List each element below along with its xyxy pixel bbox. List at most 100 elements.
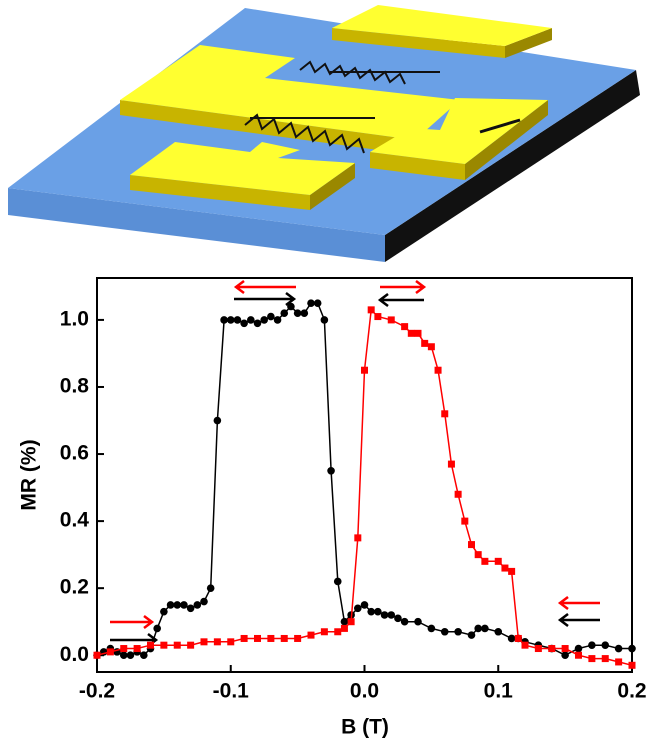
- data-point: [327, 467, 335, 475]
- data-point: [414, 617, 422, 626]
- data-point: [494, 557, 502, 565]
- data-point: [307, 631, 315, 639]
- data-point: [147, 641, 154, 649]
- data-point: [220, 316, 228, 324]
- data-point: [548, 645, 556, 653]
- data-point: [534, 645, 542, 653]
- data-point: [213, 416, 222, 425]
- data-point: [267, 312, 275, 321]
- data-point: [494, 627, 503, 636]
- data-point: [440, 627, 449, 636]
- data-point: [588, 641, 596, 649]
- data-point: [628, 661, 636, 669]
- data-point: [387, 316, 395, 324]
- data-point: [206, 584, 215, 592]
- data-point: [233, 316, 242, 324]
- data-point: [93, 651, 101, 659]
- data-point: [247, 316, 255, 324]
- data-point: [313, 299, 322, 307]
- y-tick-label: 0.6: [60, 442, 89, 465]
- data-point: [187, 641, 195, 649]
- data-point: [401, 323, 409, 331]
- x-axis-label: B (T): [341, 716, 389, 739]
- data-point: [227, 638, 235, 646]
- y-tick-label: 0.2: [60, 576, 89, 599]
- data-point: [320, 316, 329, 324]
- data-point: [447, 460, 455, 468]
- data-point: [340, 617, 349, 626]
- data-point: [561, 645, 569, 653]
- data-point: [374, 607, 382, 616]
- data-point: [454, 627, 462, 636]
- data-point: [106, 648, 114, 656]
- series-line: [96, 308, 633, 667]
- data-point: [354, 534, 362, 542]
- data-point: [474, 624, 482, 633]
- data-point: [414, 329, 422, 337]
- data-point: [615, 658, 623, 666]
- data-point: [601, 655, 609, 663]
- data-point: [273, 316, 282, 324]
- y-axis-label: MR (%): [18, 439, 41, 510]
- y-tick-label: 0.4: [60, 509, 90, 532]
- data-point: [481, 624, 489, 633]
- data-point: [434, 366, 442, 374]
- data-point: [226, 316, 235, 324]
- data-point: [521, 641, 529, 649]
- data-point: [421, 339, 429, 347]
- data-point: [501, 564, 509, 572]
- data-point: [514, 634, 522, 642]
- data-point: [160, 607, 168, 616]
- data-point: [320, 628, 328, 636]
- x-tick-label: 0.1: [484, 680, 514, 703]
- data-point: [166, 601, 175, 609]
- data-point: [260, 316, 268, 324]
- data-point: [334, 628, 342, 636]
- data-point: [361, 366, 368, 374]
- data-point: [468, 541, 475, 549]
- data-point: [367, 306, 375, 314]
- data-point: [126, 651, 135, 660]
- data-point: [374, 313, 382, 321]
- data-point: [294, 634, 302, 642]
- data-point: [507, 634, 516, 643]
- data-point: [628, 644, 636, 653]
- data-point: [454, 490, 462, 498]
- data-point: [508, 567, 516, 575]
- data-point: [287, 302, 295, 311]
- data-point: [240, 634, 248, 642]
- data-point: [293, 309, 302, 318]
- data-point: [461, 517, 469, 525]
- data-point: [200, 638, 208, 646]
- device-schematic: [8, 5, 640, 262]
- data-point: [427, 343, 435, 351]
- data-point: [253, 319, 262, 328]
- data-point: [575, 651, 582, 659]
- data-point: [133, 645, 141, 653]
- data-point: [367, 607, 375, 616]
- x-tick-label: -0.1: [213, 680, 250, 703]
- data-point: [380, 611, 389, 619]
- data-point: [354, 604, 362, 613]
- data-point: [340, 624, 348, 632]
- data-point: [387, 611, 396, 619]
- data-point: [601, 641, 610, 649]
- data-point: [180, 601, 188, 609]
- data-point: [213, 638, 221, 646]
- data-point: [561, 651, 569, 660]
- data-point: [427, 624, 436, 633]
- x-tick-label: 0.2: [617, 680, 646, 703]
- data-point: [120, 645, 128, 653]
- data-point: [333, 577, 342, 586]
- data-point: [360, 601, 369, 609]
- data-point: [119, 651, 128, 660]
- data-point: [467, 631, 476, 639]
- data-point: [614, 644, 623, 653]
- data-point: [481, 557, 489, 565]
- data-point: [574, 644, 583, 653]
- direction-arrows: [110, 280, 600, 647]
- data-point: [307, 299, 315, 307]
- data-point: [407, 329, 415, 337]
- data-point: [140, 651, 148, 660]
